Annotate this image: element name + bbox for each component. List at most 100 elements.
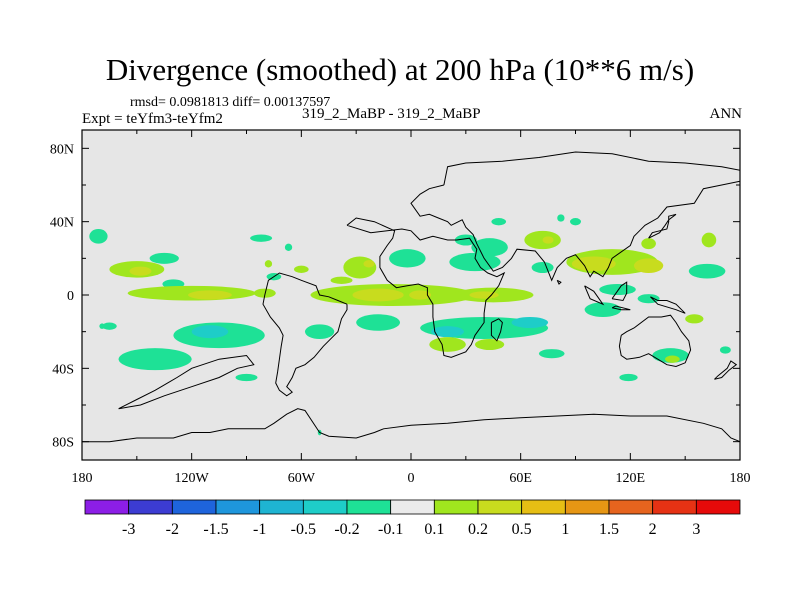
axes: 180 120W 60W 0 60E 120E 180 80N 40N 0 40S 80S xyxy=(50,130,751,486)
field-blob-8 xyxy=(294,265,309,274)
field-blob-36 xyxy=(557,214,565,222)
coastline-6 xyxy=(584,285,605,306)
colorbar-label: 2 xyxy=(649,521,657,538)
field-blob-32 xyxy=(429,337,466,352)
field-blob-56 xyxy=(719,346,731,354)
field-blob-48 xyxy=(701,232,717,248)
coastline-1 xyxy=(118,354,255,410)
chart-title: Divergence (smoothed) at 200 hPa (10**6 … xyxy=(105,52,695,87)
field-blob-2 xyxy=(129,266,152,276)
field-blob-24 xyxy=(409,290,432,300)
coastline-9 xyxy=(650,296,686,314)
field-blob-23 xyxy=(352,288,404,302)
field-blob-3 xyxy=(149,252,179,264)
field-blob-50 xyxy=(584,302,622,317)
colorbar-label: -3 xyxy=(122,521,135,538)
coastline-layer xyxy=(82,151,740,443)
colorbar-swatch xyxy=(433,499,479,515)
runs-label: 319_2_MaBP - 319_2_MaBP xyxy=(302,106,481,122)
colorbar-label: 3 xyxy=(692,521,700,538)
colorbar-swatch xyxy=(128,499,173,515)
field-blob-40 xyxy=(449,252,501,272)
colorbar-swatch xyxy=(390,499,435,515)
field-blob-49 xyxy=(688,263,726,279)
field-blob-54 xyxy=(652,348,689,363)
y-tick-label: 80N xyxy=(50,142,74,157)
field-blob-15 xyxy=(191,325,229,339)
field-blob-33 xyxy=(474,339,505,350)
field-blob-57 xyxy=(619,373,638,382)
y-tick-label: 40N xyxy=(50,216,74,231)
field-blob-43 xyxy=(531,262,554,273)
colorbar-swatch xyxy=(346,499,392,515)
y-tick-label: 80S xyxy=(52,436,74,451)
field-blob-53 xyxy=(685,314,704,324)
field-blob-38 xyxy=(454,234,477,246)
colorbar-swatch xyxy=(171,499,217,515)
colorbar: -3 -2 -1.5 -1 -0.5 -0.2 -0.1 0.1 0.2 0.5 1 1.5 2 3 xyxy=(84,499,741,538)
coastline-2 xyxy=(346,217,506,358)
colorbar-swatch xyxy=(521,499,566,515)
coastline-13 xyxy=(714,360,738,380)
colorbar-label: -1.5 xyxy=(203,521,228,538)
colorbar-label: -0.2 xyxy=(334,521,359,538)
field-layer xyxy=(89,214,731,436)
field-blob-52 xyxy=(637,294,660,304)
colorbar-swatch xyxy=(695,499,741,515)
field-blob-0 xyxy=(89,229,108,244)
field-blob-27 xyxy=(389,249,426,268)
colorbar-swatch xyxy=(259,499,304,515)
coastline-3 xyxy=(262,272,348,397)
colorbar-label: -0.1 xyxy=(378,521,403,538)
field-blob-16 xyxy=(118,348,192,371)
colorbar-label: 0.1 xyxy=(424,521,444,538)
coastline-12 xyxy=(648,213,677,239)
field-blob-26 xyxy=(469,291,499,299)
coastline-0 xyxy=(82,408,740,443)
field-blob-42 xyxy=(542,236,554,244)
field-blob-41 xyxy=(524,230,561,250)
coastline-7 xyxy=(611,305,631,311)
colorbar-swatch xyxy=(477,499,523,515)
y-tick-label: 0 xyxy=(67,289,74,304)
x-tick-label: 0 xyxy=(408,471,415,486)
stats-text: rmsd= 0.0981813 diff= 0.00137597 xyxy=(130,95,331,110)
colorbar-label: 0.5 xyxy=(512,521,532,538)
field-blob-21 xyxy=(363,260,375,268)
coastline-5 xyxy=(618,314,692,368)
field-blob-45 xyxy=(571,256,616,272)
field-blob-5 xyxy=(250,234,273,242)
colorbar-swatch xyxy=(652,499,697,515)
field-blob-46 xyxy=(633,258,664,273)
colorbar-label: -0.5 xyxy=(291,521,316,538)
colorbar-label: 1 xyxy=(561,521,569,538)
field-blob-11 xyxy=(188,290,232,300)
colorbar-swatch xyxy=(84,499,130,515)
field-blob-18 xyxy=(304,324,335,339)
field-blob-58 xyxy=(99,323,105,329)
colorbar-label: 1.5 xyxy=(599,521,619,538)
x-tick-label: 120E xyxy=(616,471,646,486)
coastline-11 xyxy=(556,279,562,285)
field-blob-6 xyxy=(284,243,293,251)
x-tick-label: 180 xyxy=(730,471,751,486)
field-blob-19 xyxy=(330,276,353,285)
field-blob-7 xyxy=(264,260,273,268)
x-tick-label: 180 xyxy=(72,471,93,486)
colorbar-swatch xyxy=(564,499,610,515)
y-tick-label: 40S xyxy=(52,362,74,377)
field-blob-55 xyxy=(665,355,680,363)
colorbar-label: -1 xyxy=(253,521,266,538)
colorbar-swatch xyxy=(215,499,261,515)
coastline-10 xyxy=(490,318,503,342)
x-tick-label: 60W xyxy=(288,471,316,486)
field-blob-17 xyxy=(235,373,258,382)
x-tick-label: 60E xyxy=(509,471,532,486)
coastline-4 xyxy=(410,151,740,282)
field-blob-37 xyxy=(570,218,581,226)
colorbar-label: 0.2 xyxy=(468,521,488,538)
field-blob-35 xyxy=(491,218,507,226)
field-blob-31 xyxy=(511,317,549,328)
x-tick-label: 120W xyxy=(175,471,210,486)
